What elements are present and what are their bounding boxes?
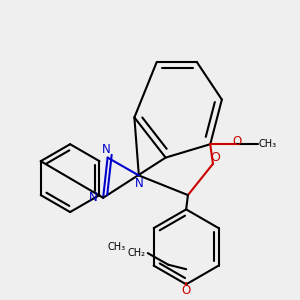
Text: N: N bbox=[101, 143, 110, 156]
Text: O: O bbox=[182, 284, 191, 297]
Text: N: N bbox=[135, 177, 144, 190]
Text: CH₃: CH₃ bbox=[259, 139, 277, 149]
Text: N: N bbox=[88, 191, 97, 204]
Text: CH₂: CH₂ bbox=[128, 248, 146, 258]
Text: CH₃: CH₃ bbox=[107, 242, 125, 252]
Text: O: O bbox=[232, 135, 242, 148]
Text: O: O bbox=[210, 151, 220, 164]
